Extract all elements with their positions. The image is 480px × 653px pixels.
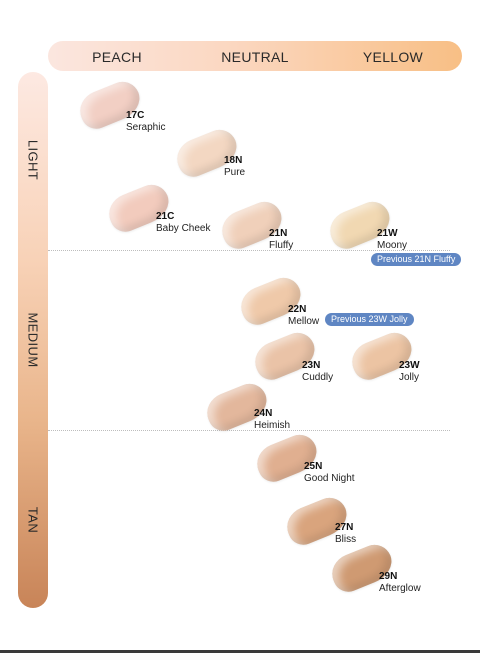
undertone-header-bar bbox=[48, 41, 462, 71]
shade-name: Jolly bbox=[399, 372, 420, 383]
shade-code: 25N bbox=[304, 461, 323, 472]
shade-name: Baby Cheek bbox=[156, 223, 211, 234]
column-neutral: NEUTRAL bbox=[221, 49, 289, 65]
row-light: LIGHT bbox=[25, 139, 41, 181]
shade-label-21c: 21C Baby Cheek bbox=[156, 211, 210, 235]
previous-23w-note: Previous 23W Jolly bbox=[325, 313, 414, 326]
shade-name: Seraphic bbox=[126, 122, 166, 133]
shade-name: Pure bbox=[224, 167, 246, 178]
shade-name: Mellow bbox=[288, 316, 320, 327]
shade-code: 27N bbox=[335, 522, 354, 533]
shade-label-22n: 22N Mellow bbox=[288, 304, 319, 328]
shade-label-29n: 29N Afterglow bbox=[379, 571, 421, 595]
shade-label-24n: 24N Heimish bbox=[254, 408, 290, 432]
shade-code: 23W bbox=[399, 360, 420, 371]
previous-21n-note: Previous 21N Fluffy bbox=[371, 253, 462, 266]
shade-code: 21C bbox=[156, 211, 175, 222]
medium-tan-divider bbox=[48, 430, 450, 431]
shade-code: 24N bbox=[254, 408, 273, 419]
shade-label-27n: 27N Bliss bbox=[335, 522, 356, 546]
column-peach: PEACH bbox=[92, 49, 142, 65]
row-tan: TAN bbox=[25, 506, 41, 534]
row-medium: MEDIUM bbox=[25, 312, 41, 368]
shade-name: Good Night bbox=[304, 473, 355, 484]
depth-side-bar bbox=[18, 72, 48, 608]
shade-name: Fluffy bbox=[269, 240, 294, 251]
shade-code: 22N bbox=[288, 304, 307, 315]
shade-label-18n: 18N Pure bbox=[224, 155, 245, 179]
shade-name: Bliss bbox=[335, 534, 357, 545]
shade-code: 21W bbox=[377, 228, 398, 239]
shade-label-21n: 21N Fluffy bbox=[269, 228, 293, 252]
shade-name: Moony bbox=[377, 240, 408, 251]
bottom-border bbox=[0, 650, 480, 653]
light-medium-divider bbox=[48, 250, 450, 251]
shade-name: Cuddly bbox=[302, 372, 334, 383]
shade-code: 29N bbox=[379, 571, 398, 582]
shade-name: Heimish bbox=[254, 420, 291, 431]
shade-code: 21N bbox=[269, 228, 288, 239]
shade-label-25n: 25N Good Night bbox=[304, 461, 355, 485]
shade-label-21w: 21W Moony bbox=[377, 228, 407, 252]
shade-label-23w: 23W Jolly bbox=[399, 360, 420, 384]
shade-code: 18N bbox=[224, 155, 243, 166]
shade-name: Afterglow bbox=[379, 583, 421, 594]
shade-code: 23N bbox=[302, 360, 321, 371]
shade-label-17c: 17C Seraphic bbox=[126, 110, 165, 134]
shade-label-23n: 23N Cuddly bbox=[302, 360, 333, 384]
column-yellow: YELLOW bbox=[362, 49, 424, 65]
shade-code: 17C bbox=[126, 110, 145, 121]
